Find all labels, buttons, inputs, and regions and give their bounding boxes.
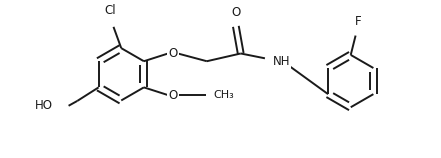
Text: NH: NH (273, 55, 290, 68)
Text: O: O (168, 47, 178, 60)
Text: F: F (355, 15, 362, 28)
Text: O: O (168, 89, 178, 102)
Text: Cl: Cl (105, 4, 116, 17)
Text: CH₃: CH₃ (213, 90, 234, 100)
Text: O: O (231, 6, 240, 19)
Text: HO: HO (35, 99, 53, 112)
